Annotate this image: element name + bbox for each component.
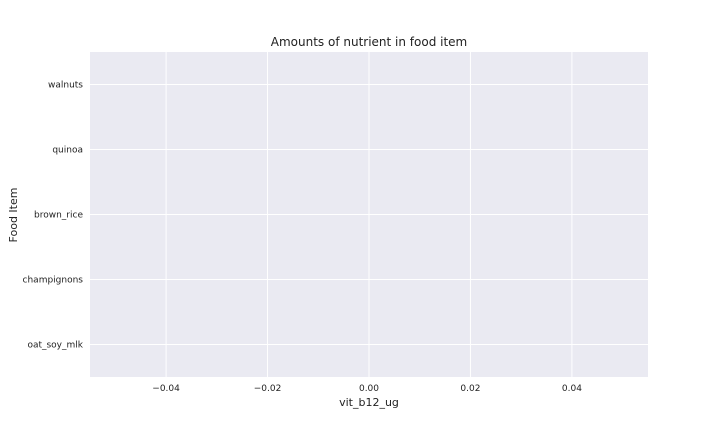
y-tick-label: oat_soy_mlk <box>27 341 83 351</box>
x-tick-label: −0.04 <box>152 384 180 394</box>
y-axis-ticks: walnuts quinoa brown_rice champignons oat_so… <box>23 81 84 351</box>
x-tick-label: 0.02 <box>460 384 480 394</box>
y-tick-label: quinoa <box>52 146 83 156</box>
grid-lines <box>90 52 648 377</box>
x-tick-label: 0.04 <box>562 384 582 394</box>
chart-title: Amounts of nutrient in food item <box>271 35 468 49</box>
y-tick-label: champignons <box>23 276 84 286</box>
y-tick-label: walnuts <box>48 81 83 91</box>
x-axis-label: vit_b12_ug <box>339 396 399 409</box>
x-tick-label: −0.02 <box>254 384 282 394</box>
x-axis-ticks: −0.04 −0.02 0.00 0.02 0.04 <box>152 384 582 394</box>
x-tick-label: 0.00 <box>359 384 379 394</box>
y-axis-label: Food Item <box>7 188 20 243</box>
y-tick-label: brown_rice <box>34 211 83 221</box>
